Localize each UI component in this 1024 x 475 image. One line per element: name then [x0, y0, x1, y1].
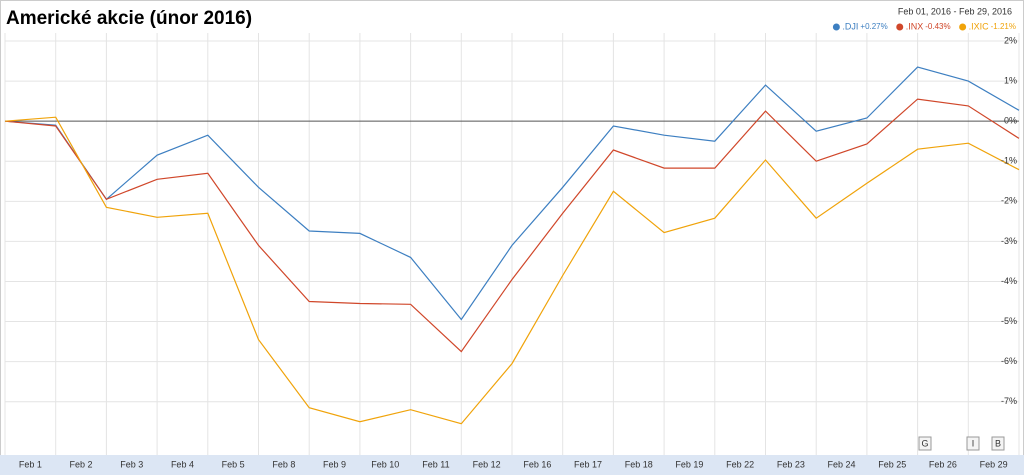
y-tick-label: -4%	[1001, 276, 1017, 286]
date-range: Feb 01, 2016 - Feb 29, 2016	[898, 6, 1012, 16]
y-tick-label: -1%	[1001, 156, 1017, 166]
legend: -1.21%.IXIC -0.43%.INX +0.27%.DJI	[832, 21, 1016, 31]
x-tick-label: Feb 11	[422, 459, 449, 469]
series-line	[4, 66, 1020, 321]
series-line	[4, 116, 1020, 425]
legend-change: +0.27%	[860, 22, 887, 31]
x-tick-label: Feb 25	[878, 459, 906, 469]
x-tick-label: Feb 24	[828, 459, 856, 469]
control-label: G	[921, 438, 928, 448]
y-tick-label: -3%	[1001, 236, 1017, 246]
y-tick-label: 2%	[1004, 35, 1017, 45]
control-label: I	[972, 438, 975, 448]
lines	[4, 66, 1020, 425]
x-tick-label: Feb 12	[473, 459, 501, 469]
x-tick-label: Feb 29	[980, 459, 1008, 469]
chart-title: Americké akcie (únor 2016)	[6, 8, 252, 29]
y-tick-label: -2%	[1001, 196, 1017, 206]
x-tick-label: Feb 18	[625, 459, 653, 469]
legend-change: -1.21%	[991, 22, 1016, 31]
x-tick-label: Feb 16	[523, 459, 551, 469]
x-tick-label: Feb 4	[171, 459, 194, 469]
x-tick-label: Feb 23	[777, 459, 805, 469]
y-tick-label: -6%	[1001, 356, 1017, 366]
x-tick-label: Feb 3	[120, 459, 143, 469]
grid	[4, 33, 1020, 455]
legend-dot	[959, 23, 967, 31]
x-tick-label: Feb 5	[222, 459, 245, 469]
legend-label: .INX	[906, 21, 924, 31]
series-line	[4, 98, 1020, 353]
y-tick-label: 1%	[1004, 75, 1017, 85]
x-tick-label: Feb 2	[70, 459, 93, 469]
control-button	[918, 436, 932, 451]
y-tick-label: -5%	[1001, 316, 1017, 326]
labels: Feb 1 Feb 2 Feb 3 Feb 4 Feb 5 Feb 8 Feb 9 Feb 1…	[19, 35, 1017, 469]
legend-dot	[832, 23, 840, 31]
control-button	[966, 436, 980, 451]
control-button	[991, 436, 1005, 451]
x-tick-label: Feb 9	[323, 459, 346, 469]
legend-change: -0.43%	[925, 22, 950, 31]
legend-label: .DJI	[842, 21, 858, 31]
x-tick-label: Feb 1	[19, 459, 42, 469]
y-tick-label: 0%	[1004, 116, 1017, 126]
x-tick-label: Feb 8	[272, 459, 295, 469]
x-axis-band	[0, 455, 1024, 475]
x-tick-label: Feb 17	[574, 459, 602, 469]
legend-label: .IXIC	[969, 21, 990, 31]
control-label: B	[995, 438, 1001, 448]
x-tick-label: Feb 22	[726, 459, 754, 469]
x-tick-label: Feb 10	[371, 459, 399, 469]
legend-dot	[896, 23, 904, 31]
y-tick-label: -7%	[1001, 396, 1017, 406]
x-tick-label: Feb 19	[675, 459, 703, 469]
x-tick-label: Feb 26	[929, 459, 957, 469]
